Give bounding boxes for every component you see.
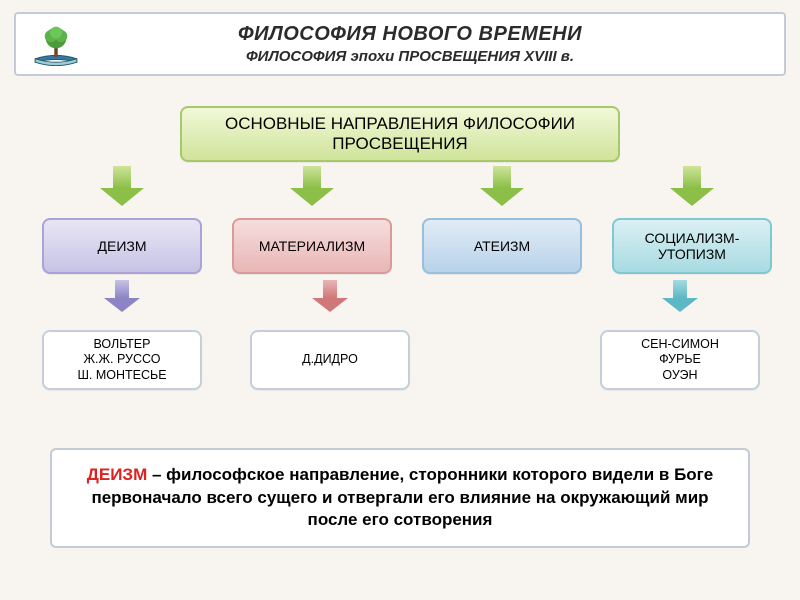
main-directions-label: ОСНОВНЫЕ НАПРАВЛЕНИЯ ФИЛОСОФИИ ПРОСВЕЩЕН… xyxy=(182,114,618,155)
category-box: МАТЕРИАЛИЗМ xyxy=(232,218,392,274)
category-label: СОЦИАЛИЗМ-УТОПИЗМ xyxy=(614,230,770,262)
people-label: Д.ДИДРО xyxy=(302,352,358,368)
people-label: СЕН-СИМОН ФУРЬЕ ОУЭН xyxy=(641,337,719,384)
definition-text: – философское направление, сторонники ко… xyxy=(91,465,713,530)
people-box: Д.ДИДРО xyxy=(250,330,410,390)
people-box: ВОЛЬТЕР Ж.Ж. РУССО Ш. МОНТЕСЬЕ xyxy=(42,330,202,390)
people-label: ВОЛЬТЕР Ж.Ж. РУССО Ш. МОНТЕСЬЕ xyxy=(77,337,166,384)
category-box: АТЕИЗМ xyxy=(422,218,582,274)
category-box: СОЦИАЛИЗМ-УТОПИЗМ xyxy=(612,218,772,274)
category-label: МАТЕРИАЛИЗМ xyxy=(259,238,365,254)
people-box: СЕН-СИМОН ФУРЬЕ ОУЭН xyxy=(600,330,760,390)
header-text: ФИЛОСОФИЯ НОВОГО ВРЕМЕНИ ФИЛОСОФИЯ эпохи… xyxy=(96,23,784,65)
logo-icon xyxy=(28,20,84,68)
category-box: ДЕИЗМ xyxy=(42,218,202,274)
page-title: ФИЛОСОФИЯ НОВОГО ВРЕМЕНИ xyxy=(96,23,724,46)
main-directions-box: ОСНОВНЫЕ НАПРАВЛЕНИЯ ФИЛОСОФИИ ПРОСВЕЩЕН… xyxy=(180,106,620,162)
page-subtitle: ФИЛОСОФИЯ эпохи ПРОСВЕЩЕНИЯ XVIII в. xyxy=(96,48,724,65)
category-label: ДЕИЗМ xyxy=(98,238,147,254)
definition-term: ДЕИЗМ xyxy=(87,465,147,484)
header: ФИЛОСОФИЯ НОВОГО ВРЕМЕНИ ФИЛОСОФИЯ эпохи… xyxy=(14,12,786,76)
definition-box: ДЕИЗМ – философское направление, сторонн… xyxy=(50,448,750,548)
category-label: АТЕИЗМ xyxy=(474,238,530,254)
